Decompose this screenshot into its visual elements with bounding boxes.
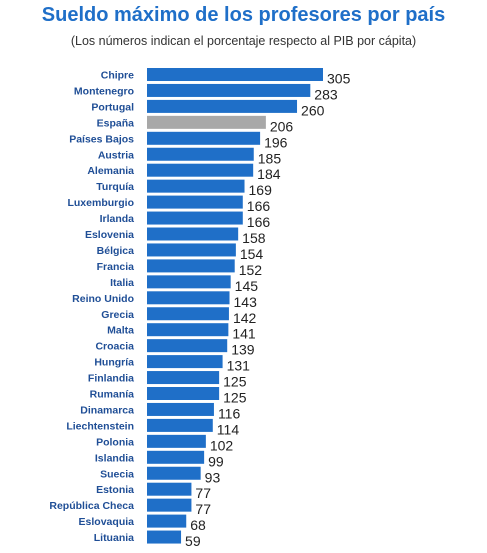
value-label: 114 xyxy=(217,421,240,437)
bar-28 xyxy=(147,514,187,528)
category-label: Finlandia xyxy=(88,373,134,385)
value-label: 93 xyxy=(205,469,221,485)
category-label: Alemania xyxy=(87,165,134,177)
category-label: Portugal xyxy=(91,101,134,113)
value-label: 116 xyxy=(218,405,241,421)
bar-4 xyxy=(147,131,261,145)
category-label: Eslovenia xyxy=(85,229,134,241)
value-label: 59 xyxy=(185,533,201,549)
bar-10 xyxy=(147,227,239,241)
bar-13 xyxy=(147,275,231,289)
value-label: 196 xyxy=(264,134,288,150)
value-label: 143 xyxy=(234,294,258,310)
value-label: 185 xyxy=(258,150,282,166)
category-label: Francia xyxy=(97,261,135,273)
bar-0 xyxy=(147,68,323,81)
category-label: Turquía xyxy=(96,181,134,193)
value-label: 145 xyxy=(235,278,259,294)
category-label: Eslovaquia xyxy=(79,516,135,528)
category-label: Reino Unido xyxy=(72,293,134,305)
category-label: Italia xyxy=(110,277,134,289)
bar-3 xyxy=(147,115,266,129)
value-label: 158 xyxy=(242,230,266,246)
bar-12 xyxy=(147,259,235,273)
value-label: 102 xyxy=(210,437,234,453)
category-label: Rumanía xyxy=(90,389,135,401)
bar-18 xyxy=(147,355,223,369)
category-label: Malta xyxy=(107,325,134,337)
bar-14 xyxy=(147,291,230,305)
bar-7 xyxy=(147,179,245,193)
bar-22 xyxy=(147,418,213,432)
value-label: 141 xyxy=(232,326,256,342)
category-label: Luxemburgio xyxy=(67,197,134,209)
bar-25 xyxy=(147,466,201,480)
category-label: Croacia xyxy=(95,341,134,353)
category-label: Dinamarca xyxy=(80,404,134,416)
chart-subtitle: (Los números indican el porcentaje respe… xyxy=(70,34,417,48)
value-label: 305 xyxy=(327,71,351,87)
bar-26 xyxy=(147,482,192,496)
category-label: Lituania xyxy=(94,532,134,544)
category-label: Liechtenstein xyxy=(66,420,134,432)
value-label: 166 xyxy=(247,198,271,214)
bar-17 xyxy=(147,339,228,353)
value-label: 142 xyxy=(233,310,257,326)
category-label: Grecia xyxy=(101,309,134,321)
bar-19 xyxy=(147,371,220,385)
value-label: 77 xyxy=(195,501,211,517)
value-label: 99 xyxy=(208,453,224,469)
category-label: Bélgica xyxy=(97,245,135,257)
bar-2 xyxy=(147,99,298,113)
value-label: 166 xyxy=(247,214,271,230)
bar-8 xyxy=(147,195,243,209)
bar-9 xyxy=(147,211,243,225)
category-label: Polonia xyxy=(96,436,134,448)
value-label: 169 xyxy=(249,182,273,198)
bar-21 xyxy=(147,402,214,416)
value-label: 152 xyxy=(239,262,263,278)
category-label: Chipre xyxy=(101,70,134,82)
value-label: 125 xyxy=(223,390,247,406)
bar-16 xyxy=(147,323,229,337)
value-label: 154 xyxy=(240,246,264,262)
bar-5 xyxy=(147,147,254,161)
bar-23 xyxy=(147,434,206,448)
category-label: Países Bajos xyxy=(69,133,134,145)
value-label: 283 xyxy=(314,86,338,102)
value-label: 206 xyxy=(270,118,294,134)
value-label: 77 xyxy=(195,485,211,501)
value-label: 184 xyxy=(257,166,281,182)
chart-title: Sueldo máximo de los profesores por país xyxy=(41,4,446,26)
category-label: Estonia xyxy=(96,484,134,496)
bar-1 xyxy=(147,83,311,97)
category-label: Irlanda xyxy=(100,213,135,225)
category-label: República Checa xyxy=(49,500,134,512)
bar-15 xyxy=(147,307,229,321)
bar-29 xyxy=(147,530,182,544)
bar-27 xyxy=(147,498,192,512)
bar-6 xyxy=(147,163,254,177)
bar-24 xyxy=(147,450,205,464)
category-label: Austria xyxy=(98,149,134,161)
value-label: 68 xyxy=(190,517,206,533)
bar-11 xyxy=(147,243,236,257)
bar-20 xyxy=(147,387,220,400)
category-label: Hungría xyxy=(94,357,134,369)
category-label: Montenegro xyxy=(74,85,134,97)
value-label: 260 xyxy=(301,102,325,118)
category-label: Islandia xyxy=(95,452,134,464)
value-label: 125 xyxy=(223,374,247,390)
category-label: España xyxy=(97,117,135,129)
value-label: 139 xyxy=(231,342,255,358)
value-label: 131 xyxy=(227,358,251,374)
category-label: Suecia xyxy=(100,468,134,480)
